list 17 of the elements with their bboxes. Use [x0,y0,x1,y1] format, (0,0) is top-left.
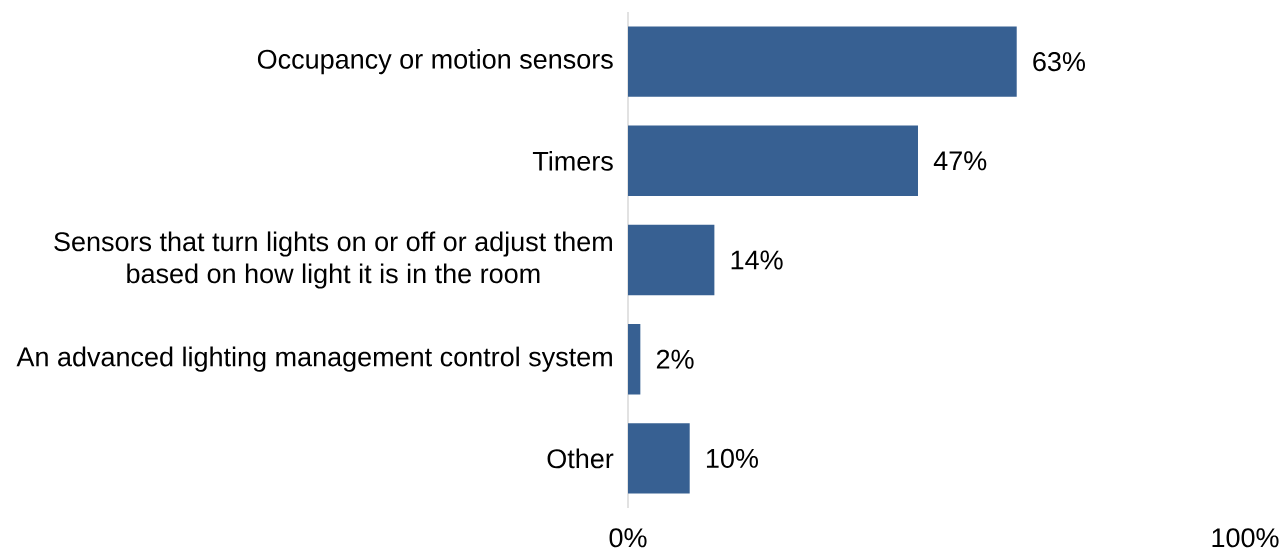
y-tick-label: Sensors that turn lights on or off or adjust them based on how light it is in the room [54,231,612,289]
data-label: 2% [656,349,694,369]
bar [628,224,715,296]
y-tick-label: An advanced lighting management control system [16,346,612,372]
bar [628,26,1017,97]
data-label: 63% [1033,52,1085,72]
y-tick-label: Other [547,448,614,469]
bar [628,423,690,494]
y-tick-label: Occupancy or motion sensors [257,49,613,75]
x-tick-label: 100% [1212,528,1279,548]
y-tick-label: Timers [532,150,613,171]
data-label: 10% [706,448,758,468]
data-label: 47% [933,151,987,171]
x-tick-label: 0% [609,528,647,548]
bar [628,125,918,197]
data-label: 14% [731,250,783,270]
bar [628,323,641,395]
